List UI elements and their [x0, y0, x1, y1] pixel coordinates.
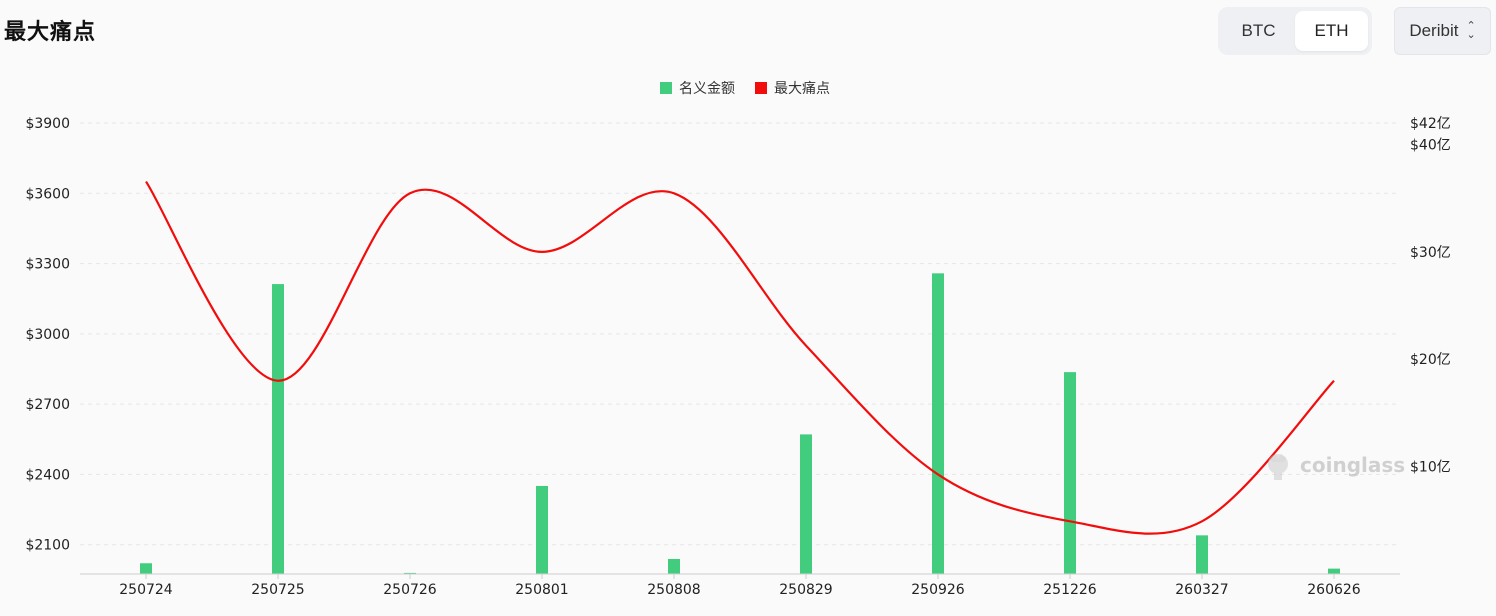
- bar-notional: [800, 434, 812, 574]
- y-left-tick-label: $2700: [25, 397, 70, 413]
- tab-btc[interactable]: BTC: [1241, 21, 1276, 40]
- legend-label-notional: 名义金额: [679, 81, 735, 97]
- grid-lines: [80, 122, 1400, 546]
- legend-label-maxpain: 最大痛点: [774, 80, 830, 97]
- legend-item-notional[interactable]: 名义金额: [660, 81, 735, 97]
- bar-notional: [1328, 568, 1340, 574]
- page-title: 最大痛点: [4, 20, 97, 45]
- y-left-tick-label: $2400: [25, 467, 70, 483]
- line-series: [145, 180, 1335, 535]
- exchange-select[interactable]: Deribit ⌃ ⌄: [1394, 7, 1491, 55]
- y-right-tick-label: $20亿: [1410, 352, 1451, 368]
- exchange-select-value: Deribit: [1409, 21, 1459, 40]
- legend: 名义金额 最大痛点: [660, 80, 830, 97]
- bar-series: [140, 273, 1340, 574]
- legend-swatch-maxpain: [755, 82, 767, 94]
- watermark-text: coinglass: [1300, 453, 1405, 477]
- x-tick-label: 260626: [1307, 582, 1361, 598]
- legend-item-maxpain[interactable]: 最大痛点: [755, 80, 830, 97]
- y-right-tick-label: $10亿: [1410, 460, 1451, 476]
- x-tick-label: 250801: [515, 582, 568, 598]
- bar-notional: [272, 284, 284, 574]
- x-tick-label: 250725: [251, 582, 304, 598]
- tab-eth[interactable]: ETH: [1295, 11, 1368, 51]
- x-tick-label: 250726: [383, 582, 437, 598]
- y-right-tick-label: $30亿: [1410, 245, 1451, 261]
- y-right-tick-label: $42亿: [1410, 116, 1451, 132]
- bar-notional: [140, 563, 152, 574]
- watermark: coinglass: [1268, 453, 1405, 480]
- legend-swatch-notional: [660, 82, 672, 94]
- bar-notional: [668, 558, 680, 574]
- bar-notional: [1196, 535, 1208, 574]
- coinglass-logo-icon: [1268, 454, 1288, 480]
- x-tick-label: 250808: [647, 582, 700, 598]
- asset-toggle: BTC ETH: [1218, 7, 1372, 55]
- y-left-tick-label: $2100: [25, 538, 70, 554]
- chevron-updown-icon: ⌃ ⌄: [1466, 20, 1476, 41]
- bar-notional: [1064, 372, 1076, 574]
- y-right-tick-label: $40亿: [1410, 137, 1451, 153]
- y-left-tick-label: $3600: [25, 186, 70, 202]
- y-left-tick-label: $3300: [25, 257, 70, 273]
- x-tick-label: 250829: [779, 582, 832, 598]
- bar-notional: [404, 572, 416, 574]
- line-max-pain: [145, 180, 1335, 535]
- x-tick-label: 260327: [1175, 582, 1228, 598]
- y-left-tick-label: $3900: [25, 116, 70, 132]
- bar-notional: [536, 485, 548, 574]
- x-tick-label: 250724: [119, 582, 173, 598]
- bar-notional: [932, 273, 944, 574]
- y-left-tick-label: $3000: [25, 327, 70, 343]
- x-tick-label: 250926: [911, 582, 965, 598]
- x-tick-label: 251226: [1043, 582, 1097, 598]
- axes: $3900 $3600 $3300 $3000 $2700 $2400 $2100 $42亿 $…: [25, 116, 1450, 598]
